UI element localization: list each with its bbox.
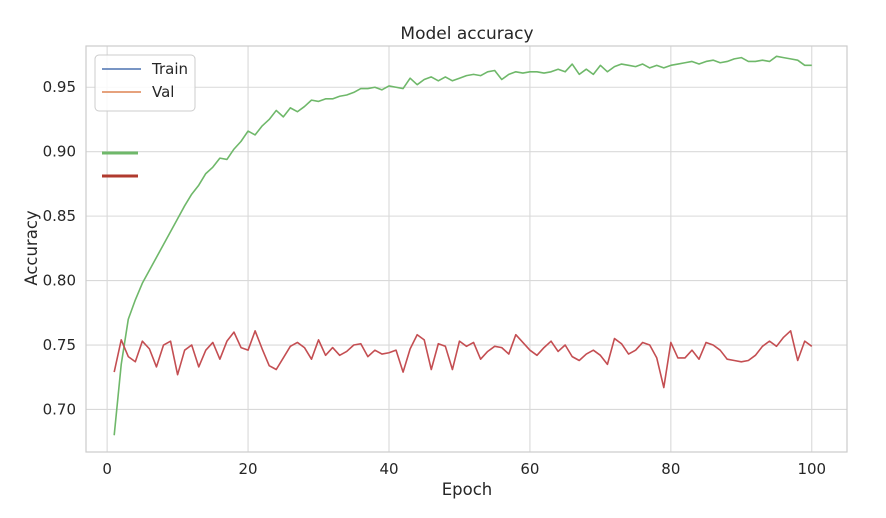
x-tick-label: 80	[661, 460, 680, 478]
plot-frame	[85, 45, 848, 453]
plot-border	[85, 45, 848, 453]
grid	[86, 46, 847, 452]
x-axis-label: Epoch	[442, 480, 493, 499]
x-tick-label: 20	[239, 460, 258, 478]
x-tick-label: 60	[520, 460, 539, 478]
y-tick-label: 0.75	[43, 336, 76, 354]
tick-labels: 0 20 40 60 80 100 0.70 0.75 0.80 0.85 0.90 0.95	[43, 78, 826, 478]
x-tick-label: 40	[379, 460, 398, 478]
x-tick-label: 0	[102, 460, 112, 478]
chart-title: Model accuracy	[400, 24, 533, 44]
series-line-1	[113, 55, 812, 436]
y-tick-label: 0.80	[43, 272, 76, 290]
y-axis-label: Accuracy	[22, 210, 41, 286]
legend-label: Val	[152, 83, 174, 101]
y-tick-label: 0.95	[43, 78, 76, 96]
y-tick-label: 0.85	[43, 207, 76, 225]
legend: Train Val	[94, 54, 196, 178]
series-lines	[113, 55, 813, 436]
y-tick-label: 0.70	[43, 400, 76, 418]
series-line-2	[113, 330, 813, 389]
legend-label: Train	[151, 60, 188, 78]
y-tick-label: 0.90	[43, 143, 76, 161]
x-tick-label: 100	[797, 460, 826, 478]
